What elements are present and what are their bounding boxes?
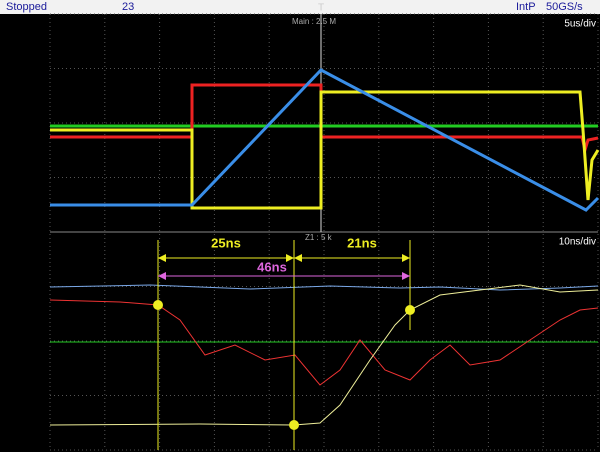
status-rate: 50GS/s — [546, 1, 583, 13]
yellow-trace — [50, 90, 600, 210]
arrowhead — [402, 272, 410, 280]
cursor-dot — [289, 420, 299, 430]
zoom-label: Z1 : 5 k — [305, 233, 333, 242]
upper-scale: 5us/div — [564, 19, 596, 30]
cursor-dot — [153, 300, 163, 310]
arrowhead — [158, 272, 166, 280]
red-zoom-trace — [49, 299, 599, 386]
cursor-dot — [405, 305, 415, 315]
measure-label: 46ns — [257, 259, 287, 274]
arrowhead — [402, 254, 410, 262]
trigger-marker: T — [318, 3, 324, 14]
measure-label: 25ns — [211, 235, 241, 250]
status-state: Stopped — [6, 1, 47, 13]
status-mode: IntP — [516, 1, 536, 13]
blue-trace — [50, 68, 600, 212]
upper-waveforms — [50, 68, 600, 212]
measure-label: 21ns — [347, 235, 377, 250]
status-count: 23 — [122, 1, 134, 13]
cursors: 25ns 21ns 46ns — [153, 235, 415, 450]
status-bar — [0, 0, 600, 14]
arrowhead — [294, 254, 302, 262]
arrowhead — [158, 254, 166, 262]
lower-scale: 10ns/div — [559, 237, 596, 248]
arrowhead — [286, 254, 294, 262]
timebase-label: Main : 2.5 M — [292, 17, 336, 26]
